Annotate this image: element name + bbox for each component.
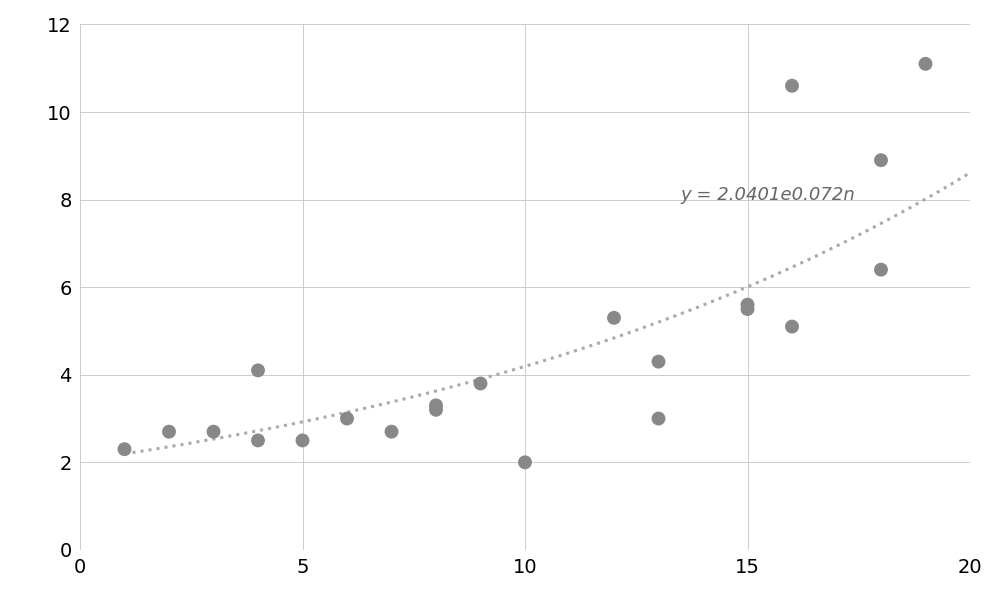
Point: [650, 414, 666, 423]
Point: [873, 155, 889, 165]
Point: [206, 426, 222, 436]
Point: [428, 401, 444, 411]
Point: [784, 322, 800, 332]
Point: [606, 313, 622, 323]
Point: [161, 426, 177, 436]
Point: [250, 365, 266, 375]
Point: [339, 414, 355, 423]
Point: [250, 436, 266, 445]
Point: [428, 405, 444, 415]
Point: [784, 81, 800, 90]
Point: [116, 444, 132, 454]
Point: [740, 304, 756, 314]
Point: [650, 357, 666, 367]
Point: [873, 265, 889, 274]
Point: [294, 436, 310, 445]
Point: [384, 426, 400, 436]
Point: [740, 300, 756, 310]
Point: [918, 59, 934, 69]
Point: [472, 379, 488, 389]
Text: y = 2.0401e0.072n: y = 2.0401e0.072n: [681, 186, 856, 203]
Point: [517, 458, 533, 467]
